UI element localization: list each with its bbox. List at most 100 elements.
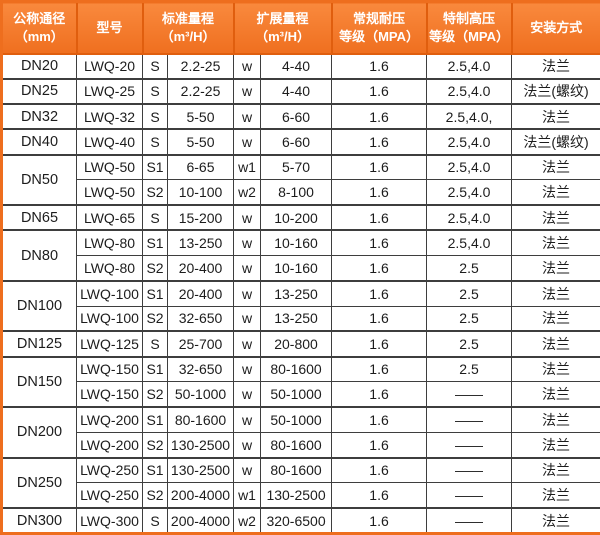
cell-install: 法兰(螺纹) bbox=[511, 128, 600, 156]
cell-install: 法兰 bbox=[511, 279, 600, 307]
cell-high-pressure: 2.5,4.0 bbox=[426, 52, 513, 80]
cell-model: LWQ-200 bbox=[76, 431, 143, 459]
cell-ext-code: w1 bbox=[233, 153, 262, 181]
header-cell-std-range: 标准量程 （m³/H） bbox=[141, 0, 235, 55]
cell-ext-code: w1 bbox=[233, 482, 262, 509]
cell-std-range: 25-700 bbox=[166, 330, 235, 358]
cell-ext-range: 10-160 bbox=[260, 229, 333, 257]
cell-high-pressure: —— bbox=[426, 431, 513, 459]
cell-std-code: S2 bbox=[142, 305, 168, 332]
cell-install: 法兰 bbox=[511, 507, 600, 534]
cell-std-range: 20-400 bbox=[166, 254, 235, 282]
cell-pressure: 1.6 bbox=[331, 381, 428, 408]
cell-high-pressure: —— bbox=[426, 507, 513, 534]
cell-ext-code: w bbox=[233, 305, 262, 332]
cell-std-code: S bbox=[142, 203, 168, 231]
cell-model: LWQ-300 bbox=[76, 507, 143, 534]
cell-install: 法兰 bbox=[511, 203, 600, 231]
cell-std-code: S bbox=[142, 330, 168, 358]
table-row: LWQ-100 S2 32-650 w 13-250 1.6 2.5 法兰 bbox=[2, 305, 600, 332]
cell-model: LWQ-250 bbox=[76, 482, 143, 509]
cell-std-range: 50-1000 bbox=[166, 381, 235, 408]
cell-std-code: S bbox=[142, 102, 168, 130]
header-cell-ext-range: 扩展量程 （m³/H） bbox=[232, 0, 333, 55]
cell-diameter: DN32 bbox=[1, 102, 77, 130]
cell-ext-code: w2 bbox=[233, 507, 262, 534]
cell-diameter: DN200 bbox=[1, 406, 77, 458]
cell-std-code: S1 bbox=[142, 153, 168, 181]
cell-ext-code: w bbox=[233, 330, 262, 358]
cell-ext-range: 8-100 bbox=[260, 179, 333, 206]
table-row: DN50 LWQ-50 S1 6-65 w1 5-70 1.6 2.5,4.0 法兰 bbox=[1, 153, 600, 206]
cell-high-pressure: 2.5,4.0 bbox=[426, 153, 513, 181]
cell-high-pressure: —— bbox=[426, 456, 513, 484]
cell-std-range: 80-1600 bbox=[166, 405, 235, 433]
cell-std-range: 200-4000 bbox=[166, 507, 235, 534]
table-row: DN65 LWQ-65 S 15-200 w 10-200 1.6 2.5,4.0 法兰 bbox=[1, 203, 600, 231]
cell-ext-range: 4-40 bbox=[260, 52, 333, 80]
cell-high-pressure: —— bbox=[426, 405, 513, 433]
cell-ext-code: w bbox=[233, 431, 262, 459]
cell-std-code: S1 bbox=[142, 456, 168, 484]
cell-install: 法兰 bbox=[511, 52, 600, 80]
cell-install: 法兰 bbox=[511, 229, 600, 257]
table-row: LWQ-80 S2 20-400 w 10-160 1.6 2.5 法兰 bbox=[2, 254, 600, 282]
cell-pressure: 1.6 bbox=[331, 456, 428, 484]
cell-diameter: DN100 bbox=[1, 279, 77, 332]
header-row: 公称通径 （mm） 型号 标准量程 （m³/H） 扩展量程 （m³/H） 常规耐… bbox=[0, 0, 600, 55]
cell-diameter: DN25 bbox=[1, 77, 77, 105]
table-row: DN125 LWQ-125 S 25-700 w 20-800 1.6 2.5 法兰 bbox=[1, 330, 600, 358]
cell-model: LWQ-50 bbox=[76, 153, 143, 181]
cell-std-code: S bbox=[142, 52, 168, 80]
cell-diameter: DN80 bbox=[1, 229, 77, 282]
cell-install: 法兰 bbox=[511, 482, 600, 509]
cell-model: LWQ-20 bbox=[76, 52, 143, 80]
cell-ext-range: 6-60 bbox=[260, 128, 333, 156]
cell-pressure: 1.6 bbox=[331, 77, 428, 105]
cell-pressure: 1.6 bbox=[331, 431, 428, 459]
table-body: DN20 LWQ-20 S 2.2-25 w 4-40 1.6 2.5,4.0 法兰 DN25 LW… bbox=[1, 52, 600, 534]
cell-install: 法兰 bbox=[511, 330, 600, 358]
cell-std-range: 6-65 bbox=[166, 153, 235, 181]
cell-diameter: DN125 bbox=[1, 330, 77, 358]
cell-std-code: S1 bbox=[142, 279, 168, 307]
cell-std-range: 32-650 bbox=[166, 355, 235, 383]
cell-high-pressure: —— bbox=[426, 482, 513, 509]
cell-install: 法兰(螺纹) bbox=[511, 77, 600, 105]
cell-model: LWQ-65 bbox=[76, 203, 143, 231]
cell-model: LWQ-80 bbox=[76, 254, 143, 282]
cell-pressure: 1.6 bbox=[331, 52, 428, 80]
cell-diameter: DN40 bbox=[1, 128, 77, 156]
cell-ext-code: w bbox=[233, 77, 262, 105]
table-row: DN20 LWQ-20 S 2.2-25 w 4-40 1.6 2.5,4.0 法兰 bbox=[1, 52, 600, 80]
cell-high-pressure: 2.5 bbox=[426, 355, 513, 383]
cell-install: 法兰 bbox=[511, 431, 600, 459]
cell-pressure: 1.6 bbox=[331, 102, 428, 130]
cell-std-code: S bbox=[142, 128, 168, 156]
cell-ext-code: w bbox=[233, 405, 262, 433]
cell-install: 法兰 bbox=[511, 405, 600, 433]
cell-ext-range: 130-2500 bbox=[260, 482, 333, 509]
header-cell-pressure: 常规耐压 等级（MPA） bbox=[330, 0, 428, 55]
table-row: DN32 LWQ-32 S 5-50 w 6-60 1.6 2.5,4.0, 法兰 bbox=[1, 102, 600, 130]
table-row: DN200 LWQ-200 S1 80-1600 w 50-1000 1.6 —— 法兰 bbox=[1, 405, 600, 458]
cell-pressure: 1.6 bbox=[331, 179, 428, 206]
cell-std-range: 10-100 bbox=[166, 179, 235, 206]
cell-ext-range: 13-250 bbox=[260, 279, 333, 307]
cell-ext-range: 80-1600 bbox=[260, 355, 333, 383]
cell-install: 法兰 bbox=[511, 254, 600, 282]
cell-pressure: 1.6 bbox=[331, 254, 428, 282]
table-row: DN250 LWQ-250 S1 130-2500 w 80-1600 1.6 —— 法兰 bbox=[1, 456, 600, 509]
cell-pressure: 1.6 bbox=[331, 128, 428, 156]
cell-install: 法兰 bbox=[511, 305, 600, 332]
cell-std-range: 2.2-25 bbox=[166, 77, 235, 105]
cell-model: LWQ-50 bbox=[76, 179, 143, 206]
header-cell-diameter: 公称通径 （mm） bbox=[0, 0, 78, 55]
cell-high-pressure: 2.5 bbox=[426, 254, 513, 282]
cell-ext-code: w bbox=[233, 229, 262, 257]
cell-ext-code: w bbox=[233, 355, 262, 383]
cell-ext-range: 80-1600 bbox=[260, 456, 333, 484]
table-row: DN150 LWQ-150 S1 32-650 w 80-1600 1.6 2.5 法兰 bbox=[1, 355, 600, 408]
cell-std-code: S2 bbox=[142, 381, 168, 408]
